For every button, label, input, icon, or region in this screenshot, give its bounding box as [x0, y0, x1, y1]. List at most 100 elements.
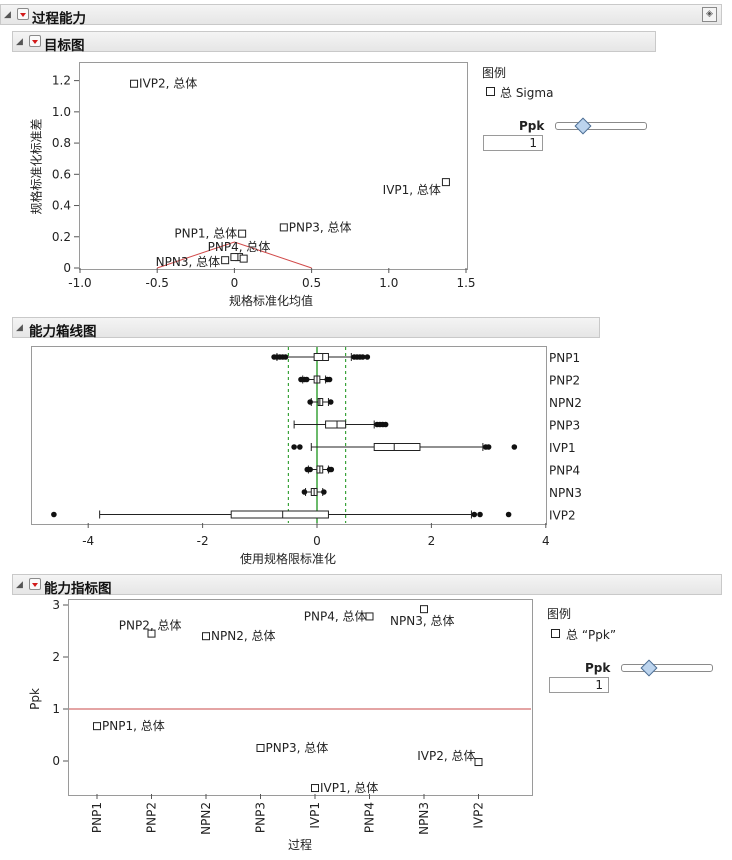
outlier-point [307, 399, 313, 405]
data-point [221, 256, 230, 265]
y-tick-label: 0.8 [52, 136, 71, 150]
x-tick-label: 0.5 [302, 276, 321, 290]
x-tick-label: PNP1 [90, 802, 104, 833]
data-point [420, 605, 428, 614]
x-tick-label: IVP2 [472, 802, 486, 829]
index-ppk-input[interactable]: 1 [549, 677, 609, 693]
point-label: IVP1, 总体 [383, 183, 441, 197]
index-ppk-slider[interactable] [621, 664, 713, 672]
point-label: NPN3, 总体 [390, 614, 454, 628]
box [317, 398, 324, 406]
outlier-point [303, 376, 310, 383]
index-plot-xlabel: 过程 [288, 838, 313, 852]
outlier-point [485, 444, 492, 450]
outlier-point [282, 354, 289, 360]
point-label: PNP3, 总体 [266, 741, 329, 755]
box-plot-xlabel: 使用规格限标准化 [240, 552, 337, 566]
x-tick-label: NPN2 [199, 802, 213, 835]
outlier-point [291, 444, 297, 450]
goal-ppk-slider[interactable] [555, 122, 647, 130]
x-tick-label: PNP4 [363, 802, 377, 833]
point-label: PNP3, 总体 [289, 220, 352, 234]
outlier-point [505, 511, 512, 518]
point-label: PNP2, 总体 [119, 619, 182, 633]
x-tick-label: 2 [428, 534, 436, 548]
point-label: NPN2, 总体 [211, 629, 275, 643]
x-tick-label: -1.0 [68, 276, 91, 290]
outlier-point [301, 489, 308, 495]
data-point [238, 229, 247, 238]
goal-ppk-input[interactable]: 1 [483, 135, 543, 151]
y-tick-label: 0 [63, 261, 71, 275]
data-point [93, 722, 101, 731]
red-triangle-menu-icon[interactable] [29, 35, 41, 47]
outlier-point [51, 511, 57, 518]
index-legend-title: 图例 [547, 607, 572, 621]
category-label: NPN3 [549, 486, 582, 500]
point-label: PNP1, 总体 [174, 227, 237, 241]
point-label: NPN3, 总体 [156, 255, 220, 269]
collapse-triangle-icon[interactable]: ◢ [16, 580, 23, 590]
data-point [130, 79, 139, 88]
goal-plot-frame [79, 62, 468, 270]
outlier-point [321, 489, 327, 495]
category-label: PNP2 [549, 374, 580, 388]
outlier-point [511, 444, 518, 450]
x-tick-label: PNP2 [145, 802, 159, 833]
category-label: NPN2 [549, 396, 582, 410]
y-tick-label: 1.0 [52, 105, 71, 119]
x-tick-label: 1.0 [379, 276, 398, 290]
box-plot-header: ◢ 能力箱线图 [12, 317, 600, 340]
outlier-point [307, 466, 313, 473]
outlier-point [297, 444, 303, 450]
box [373, 443, 421, 451]
collapse-triangle-icon[interactable]: ◢ [4, 10, 11, 20]
outlier-point [359, 354, 366, 360]
data-point [279, 223, 288, 232]
goal-plot-title: 目标图 [44, 38, 85, 54]
red-triangle-menu-icon[interactable] [29, 578, 41, 590]
y-tick-label: 1 [52, 702, 60, 716]
x-tick-label: NPN3 [417, 802, 431, 835]
box [325, 420, 347, 429]
box-plot-title: 能力箱线图 [29, 324, 97, 340]
data-point [202, 632, 210, 641]
goal-legend-square-icon [486, 87, 495, 96]
collapse-triangle-icon[interactable]: ◢ [16, 323, 23, 333]
ppk-boundary-triangle [157, 241, 312, 269]
y-tick-label: 0.2 [52, 230, 71, 244]
index-plot-header: ◢ 能力指标图 [12, 574, 722, 597]
data-point [256, 744, 265, 752]
y-tick-label: 0.4 [52, 199, 71, 213]
pin-icon[interactable]: ◈ [702, 7, 717, 22]
point-label: PNP4, 总体 [208, 240, 271, 254]
data-point [311, 784, 319, 793]
outlier-point [364, 354, 371, 360]
goal-plot-header: ◢ 目标图 [12, 31, 656, 54]
x-tick-label: 0 [231, 276, 239, 290]
point-label: IVP2, 总体 [139, 77, 197, 91]
data-point [147, 629, 156, 638]
y-tick-label: 2 [52, 650, 60, 664]
outlier-point [326, 376, 333, 383]
data-point [365, 612, 374, 621]
collapse-triangle-icon[interactable]: ◢ [16, 37, 23, 47]
point-label: PNP1, 总体 [102, 719, 165, 733]
index-plot-frame [68, 599, 533, 796]
x-tick-label: 4 [542, 534, 550, 548]
category-label: PNP3 [549, 419, 580, 433]
outlier-point [477, 511, 483, 518]
x-tick-label: 0 [313, 534, 321, 548]
point-label: IVP1, 总体 [320, 781, 378, 795]
outlier-point [471, 511, 478, 518]
data-point [230, 253, 239, 262]
data-point [239, 254, 248, 263]
box [313, 353, 329, 361]
outlier-point [327, 399, 334, 405]
category-label: IVP1 [549, 441, 576, 455]
data-point [441, 178, 450, 187]
red-triangle-menu-icon[interactable] [17, 8, 29, 20]
